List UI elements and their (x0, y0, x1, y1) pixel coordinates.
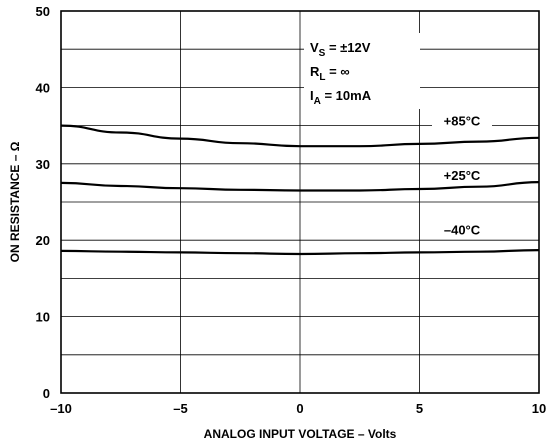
series-line (60, 249, 540, 256)
y-axis-title: ON RESISTANCE – Ω (8, 141, 22, 262)
conditions-background (304, 33, 420, 109)
series-label: +25°C (444, 168, 481, 183)
series-line (60, 181, 540, 192)
series-label: +85°C (444, 114, 481, 129)
curve-labels: +85°C +25°C –40°C (432, 112, 492, 239)
grid (61, 11, 539, 393)
y-tick-label: 30 (36, 157, 50, 172)
series-line (60, 124, 540, 148)
condition-load-resistance: RL = ∞ (310, 64, 350, 83)
x-tick-label: 10 (532, 401, 546, 416)
condition-supply-voltage: VS = ±12V (310, 40, 371, 59)
series-label-background (432, 221, 492, 239)
x-tick-label: –10 (50, 401, 72, 416)
y-tick-label: 50 (36, 4, 50, 19)
series-label-background (432, 112, 492, 130)
y-tick-label: 40 (36, 80, 50, 95)
series-label: –40°C (444, 223, 481, 238)
y-tick-label: 20 (36, 233, 50, 248)
x-axis-title: ANALOG INPUT VOLTAGE – Volts (204, 427, 397, 441)
series-label-background (432, 167, 492, 185)
x-tick-label: 5 (416, 401, 423, 416)
x-tick-label: 0 (296, 401, 303, 416)
condition-analog-current: IA = 10mA (310, 88, 372, 107)
curves (60, 124, 540, 256)
plot-frame (60, 10, 540, 394)
tick-labels: –10 –5 0 5 10 0 10 20 30 40 50 (36, 4, 547, 416)
conditions-block: VS = ±12V RL = ∞ IA = 10mA (304, 33, 420, 109)
x-tick-label: –5 (173, 401, 187, 416)
y-tick-label: 10 (36, 310, 50, 325)
y-tick-label: 0 (43, 386, 50, 401)
